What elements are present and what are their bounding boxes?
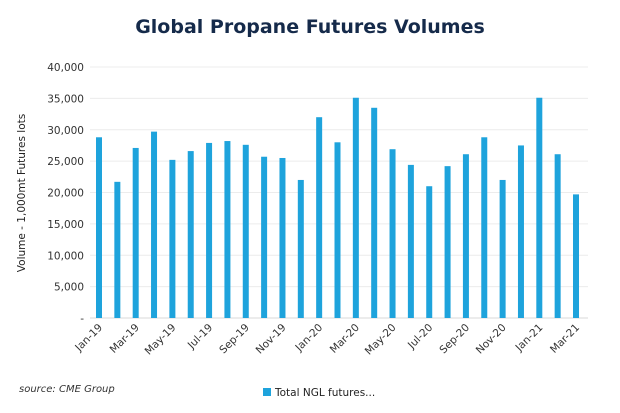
bar-Oct-20 [481,137,488,318]
y-tick-label: 35,000 [47,93,84,105]
bar-Feb-19 [114,181,121,318]
bar-Feb-21 [554,154,561,318]
y-tick-label: 30,000 [47,125,84,137]
bar-Dec-20 [517,145,524,318]
bar-Apr-20 [371,107,378,318]
y-tick-label: 25,000 [47,156,84,168]
x-tick-label: Jul-20 [405,322,435,352]
x-tick-label: Nov-19 [254,322,289,357]
x-tick-label: Sep-19 [217,322,252,357]
x-tick-label: Jul-19 [185,322,215,352]
source-note: source: CME Group [19,384,115,395]
bar-Jul-20 [426,186,433,318]
bar-Jun-20 [407,164,414,318]
x-tick-label: Mar-20 [328,322,362,356]
bar-Dec-19 [297,179,304,318]
bar-Apr-19 [151,131,158,318]
legend-swatch [263,388,271,396]
x-tick-label: Nov-20 [474,322,509,357]
bar-Mar-19 [132,147,139,318]
bar-Sep-19 [242,144,249,318]
bar-Nov-19 [279,157,286,318]
bar-Jul-19 [206,142,213,318]
bar-May-20 [389,149,396,318]
y-tick-label: - [80,313,84,325]
y-tick-label: 20,000 [47,188,84,200]
bar-Jan-19 [96,137,102,318]
bar-Feb-20 [334,142,341,318]
y-tick-label: 5,000 [54,282,84,294]
bar-May-19 [169,159,176,318]
bar-Jun-19 [187,151,194,318]
legend-label: Total NGL futures... [274,387,375,399]
x-tick-label: Mar-19 [108,322,142,356]
y-tick-label: 40,000 [47,62,84,74]
bar-Aug-19 [224,141,231,318]
y-tick-label: 15,000 [47,219,84,231]
bar-Jan-21 [536,97,543,318]
bar-Oct-19 [261,156,268,318]
x-tick-label: May-20 [363,322,399,358]
bar-Sep-20 [462,154,469,318]
x-tick-label: Jan-21 [513,322,546,355]
x-tick-label: May-19 [143,322,179,358]
y-tick-label: 10,000 [47,250,84,262]
x-tick-label: Sep-20 [437,322,472,357]
x-tick-label: Jan-20 [293,322,326,355]
bar-Aug-20 [444,166,451,318]
x-tick-label: Mar-21 [548,322,582,356]
bar-Nov-20 [499,179,506,318]
x-tick-label: Jan-19 [72,322,105,355]
bar-Jan-20 [316,117,323,318]
bar-Mar-20 [352,97,359,318]
y-axis-label: Volume - 1,000mt Futures lots [16,114,28,272]
chart-title: Global Propane Futures Volumes [135,16,485,38]
bar-Mar-21 [573,194,579,318]
